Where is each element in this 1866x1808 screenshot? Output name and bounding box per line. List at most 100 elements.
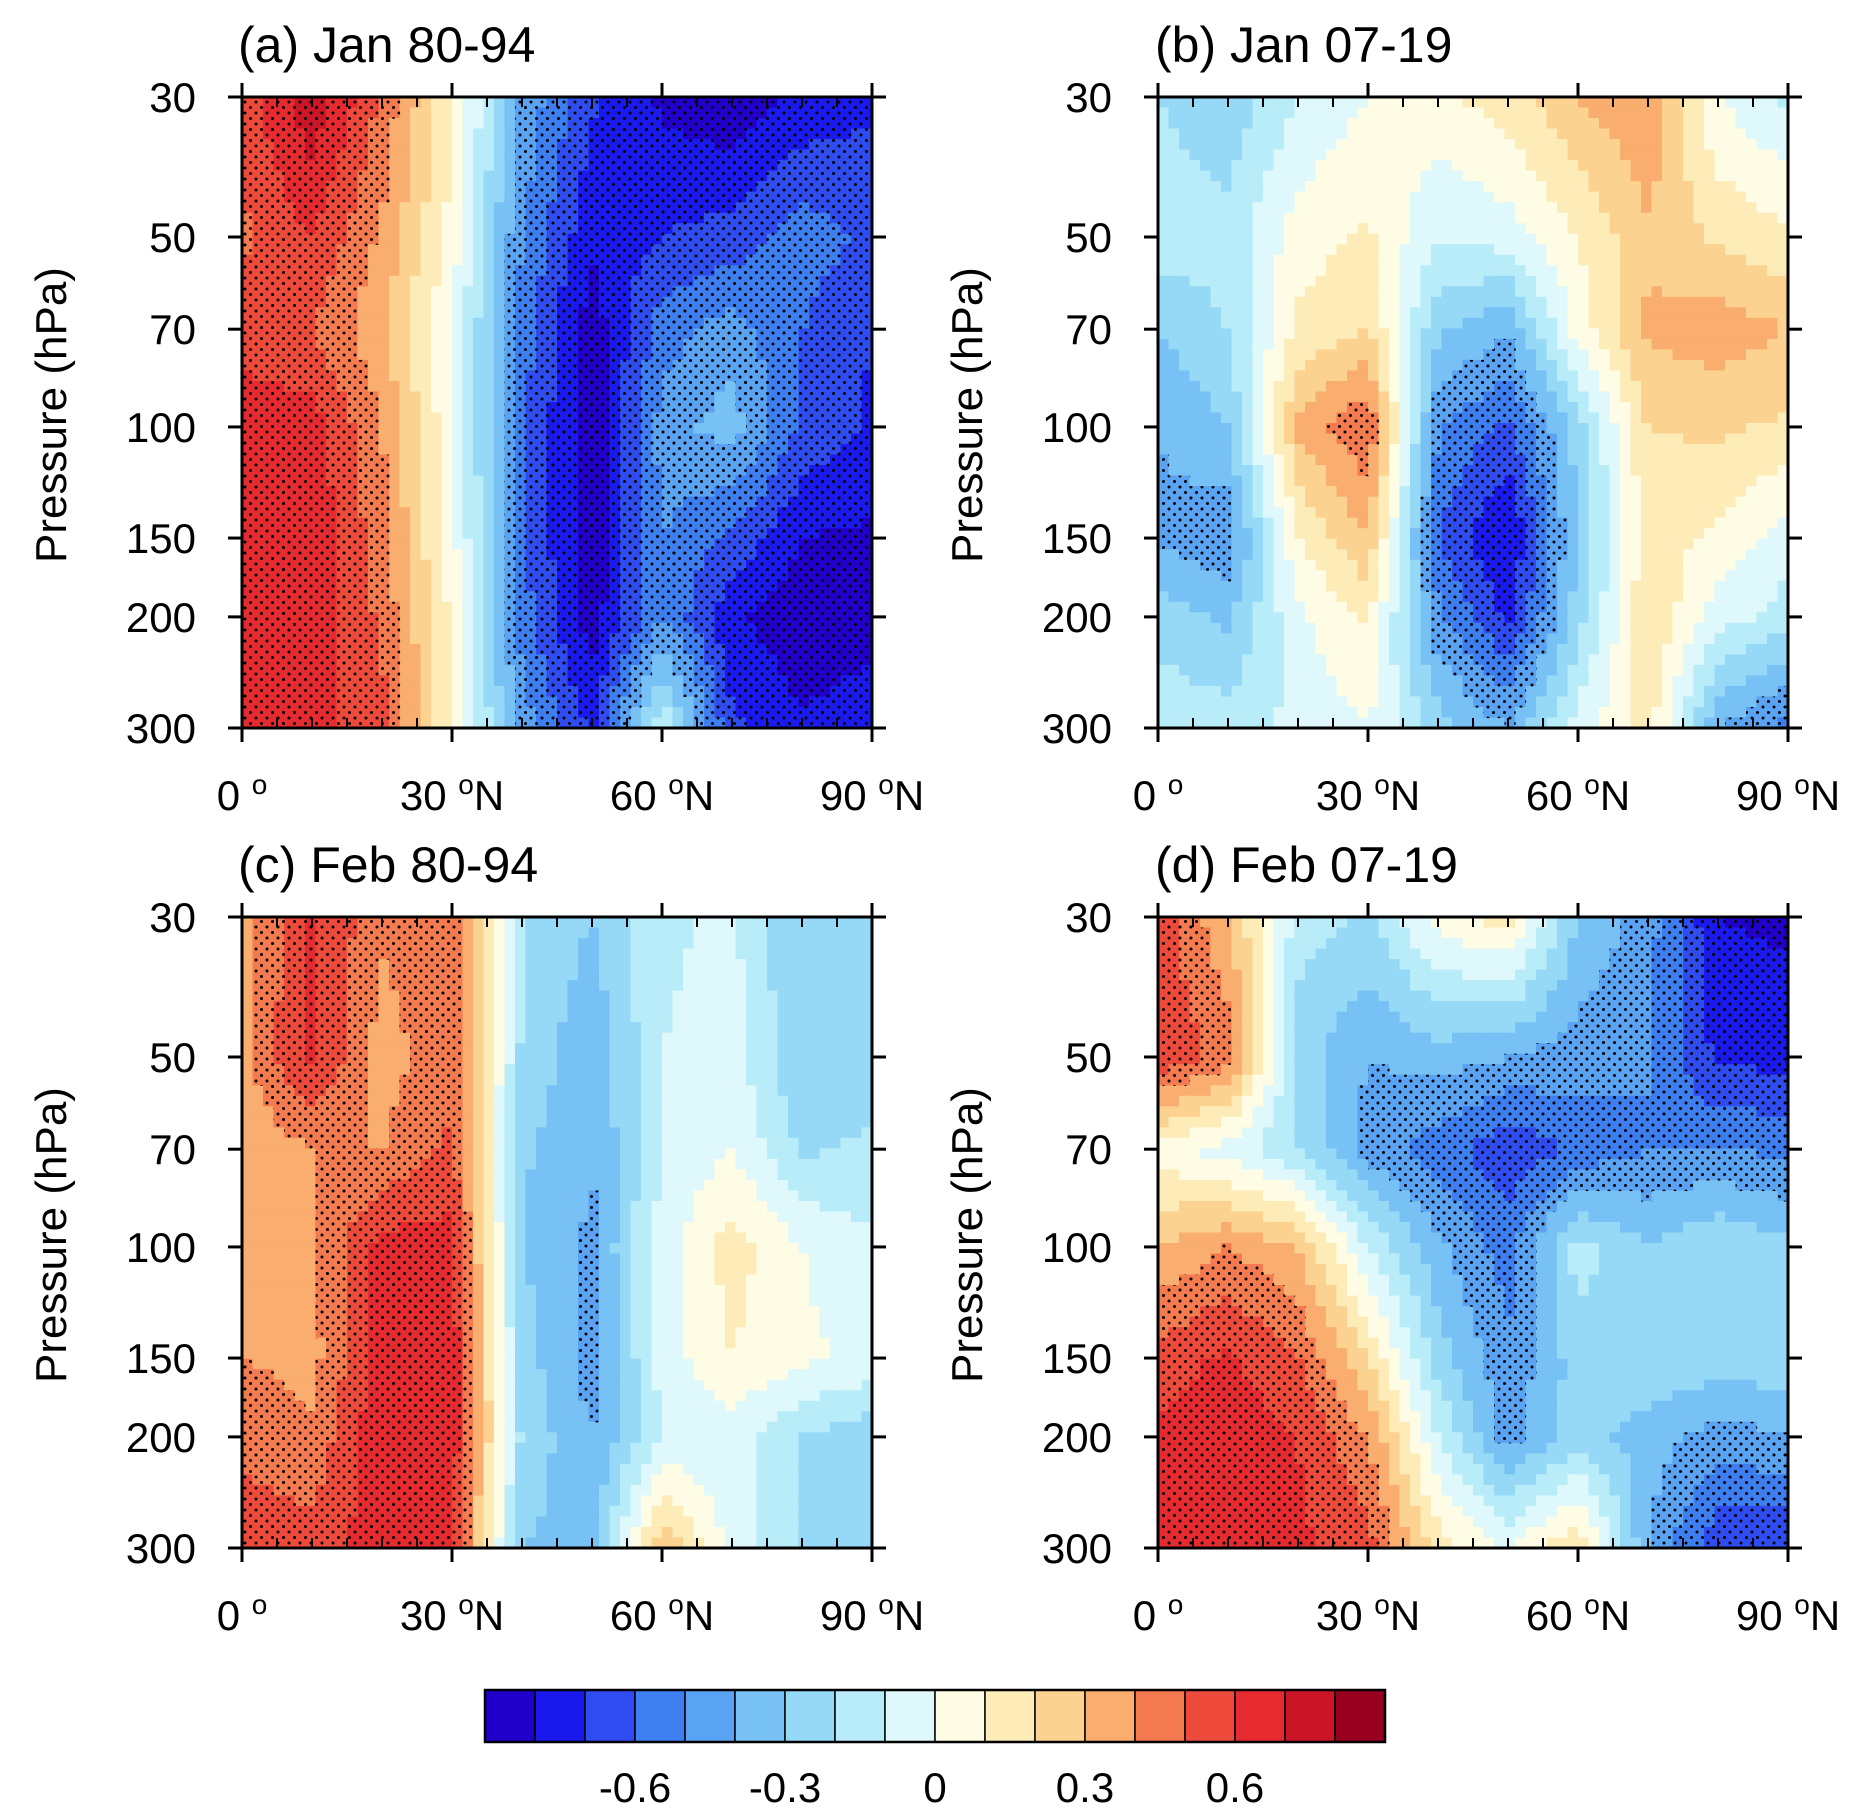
stipple-cell bbox=[609, 223, 621, 235]
stipple-cell bbox=[609, 244, 621, 256]
stipple-cell bbox=[294, 359, 306, 372]
field-cell bbox=[462, 412, 474, 424]
field-cell bbox=[399, 622, 411, 634]
stipple-cell bbox=[819, 160, 831, 172]
stipple-cell bbox=[704, 328, 716, 340]
stipple-cell bbox=[536, 181, 548, 193]
stipple-cell bbox=[273, 286, 285, 298]
stipple-cell bbox=[567, 317, 579, 329]
stipple-cell bbox=[378, 191, 390, 203]
stipple-cell bbox=[830, 149, 842, 161]
stipple-cell bbox=[809, 391, 821, 403]
field-cell bbox=[725, 423, 737, 435]
stipple-cell bbox=[735, 380, 747, 393]
field-cell bbox=[410, 391, 422, 403]
stipple-cell bbox=[746, 265, 758, 277]
stipple-cell bbox=[578, 139, 590, 151]
stipple-cell bbox=[273, 338, 285, 350]
stipple-cell bbox=[704, 223, 716, 235]
stipple-cell bbox=[725, 139, 737, 151]
stipple-cell bbox=[756, 223, 768, 235]
stipple-cell bbox=[336, 233, 348, 245]
stipple-cell bbox=[777, 128, 789, 140]
stipple-cell bbox=[777, 139, 789, 151]
field-cell bbox=[452, 549, 464, 561]
field-cell bbox=[662, 717, 674, 729]
stipple-cell bbox=[830, 202, 842, 214]
stipple-cell bbox=[599, 286, 611, 298]
field-cell bbox=[431, 591, 443, 603]
field-cell bbox=[410, 643, 422, 655]
field-cell bbox=[441, 160, 453, 172]
stipple-cell bbox=[767, 160, 779, 172]
field-cell bbox=[420, 444, 432, 456]
field-cell bbox=[378, 328, 390, 340]
field-cell bbox=[662, 706, 674, 719]
field-cell bbox=[420, 244, 432, 256]
field-cell bbox=[399, 706, 411, 719]
field-cell bbox=[441, 349, 453, 361]
stipple-cell bbox=[630, 307, 642, 319]
field-cell bbox=[452, 601, 464, 613]
stipple-cell bbox=[273, 107, 285, 119]
field-cell bbox=[441, 591, 453, 603]
field-cell bbox=[483, 580, 495, 592]
stipple-cell bbox=[357, 107, 369, 119]
stipple-cell bbox=[746, 107, 758, 119]
field-cell bbox=[494, 633, 506, 645]
stipple-cell bbox=[557, 107, 569, 119]
stipple-cell bbox=[347, 401, 359, 414]
field-cell bbox=[420, 107, 432, 119]
field-cell bbox=[483, 622, 495, 634]
stipple-cell bbox=[735, 118, 747, 130]
field-cell bbox=[399, 507, 411, 519]
stipple-cell bbox=[546, 296, 558, 308]
stipple-cell bbox=[830, 233, 842, 245]
field-cell bbox=[494, 538, 506, 550]
stipple-cell bbox=[683, 359, 695, 372]
stipple-cell bbox=[798, 359, 810, 372]
stipple-cell bbox=[546, 254, 558, 266]
stipple-cell bbox=[357, 212, 369, 224]
field-cell bbox=[420, 612, 432, 624]
field-cell bbox=[494, 685, 506, 698]
field-cell bbox=[462, 244, 474, 256]
field-cell bbox=[483, 528, 495, 540]
stipple-cell bbox=[651, 244, 663, 256]
field-cell bbox=[452, 444, 464, 456]
stipple-cell bbox=[630, 359, 642, 372]
field-cell bbox=[368, 275, 380, 287]
stipple-cell bbox=[588, 370, 600, 382]
stipple-cell bbox=[515, 170, 527, 182]
field-cell bbox=[483, 139, 495, 151]
field-cell bbox=[452, 296, 464, 308]
stipple-cell bbox=[714, 254, 726, 266]
stipple-cell bbox=[578, 118, 590, 130]
field-cell bbox=[483, 570, 495, 582]
field-cell bbox=[399, 612, 411, 624]
field-cell bbox=[473, 328, 485, 340]
field-cell bbox=[441, 286, 453, 298]
stipple-cell bbox=[284, 275, 296, 287]
stipple-cell bbox=[336, 160, 348, 172]
field-cell bbox=[462, 275, 474, 287]
stipple-cell bbox=[242, 349, 254, 361]
stipple-cell bbox=[546, 128, 558, 140]
stipple-cell bbox=[347, 380, 359, 393]
stipple-cell bbox=[546, 349, 558, 361]
field-cell bbox=[452, 286, 464, 298]
stipple-cell bbox=[746, 191, 758, 203]
stipple-cell bbox=[263, 338, 275, 350]
field-cell bbox=[389, 517, 401, 529]
stipple-cell bbox=[347, 370, 359, 382]
stipple-cell bbox=[704, 170, 716, 182]
field-cell bbox=[420, 496, 432, 508]
stipple-cell bbox=[798, 244, 810, 256]
field-cell bbox=[410, 475, 422, 487]
field-cell bbox=[483, 559, 495, 571]
stipple-cell bbox=[536, 223, 548, 235]
stipple-cell bbox=[515, 233, 527, 245]
stipple-cell bbox=[284, 286, 296, 298]
field-cell bbox=[378, 265, 390, 277]
stipple-cell bbox=[620, 254, 632, 266]
